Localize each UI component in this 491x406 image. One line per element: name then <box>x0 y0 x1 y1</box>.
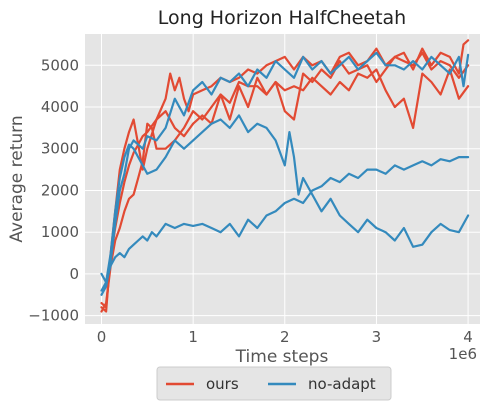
x-axis-offset-label: 1e6 <box>449 345 477 363</box>
ours-series-line-1 <box>100 39 470 313</box>
y-tick-label: 1000 <box>41 223 79 241</box>
legend: ours no-adapt <box>156 366 392 401</box>
no-adapt-series-line-3 <box>100 156 470 284</box>
x-axis-label: Time steps <box>235 347 329 367</box>
y-tick-label: −1000 <box>28 307 79 325</box>
y-tick-label: 2000 <box>41 181 79 199</box>
tick-labels: 0 1 2 3 4 −1000 0 1000 2000 3000 4000 5000 <box>28 56 473 346</box>
y-tick-label: 4000 <box>41 98 79 116</box>
x-tick-label: 1 <box>188 328 198 346</box>
x-tick-label: 0 <box>97 328 107 346</box>
no-adapt-series-line-2 <box>100 114 470 292</box>
plot-background <box>85 34 480 324</box>
legend-label-ours: ours <box>206 375 239 393</box>
ours-series-line-2 <box>100 68 470 309</box>
y-tick-label: 3000 <box>41 140 79 158</box>
series-lines <box>100 39 470 313</box>
y-axis-label: Average return <box>7 115 27 242</box>
ours-series-line-3 <box>100 51 470 313</box>
legend-label-no-adapt: no-adapt <box>308 375 376 393</box>
chart-title: Long Horizon HalfCheetah <box>158 7 406 29</box>
y-tick-label: 0 <box>69 265 79 283</box>
y-tick-label: 5000 <box>41 56 79 74</box>
x-tick-label: 4 <box>463 328 473 346</box>
x-tick-label: 3 <box>372 328 382 346</box>
no-adapt-series-line-1 <box>100 51 470 296</box>
x-tick-label: 2 <box>280 328 290 346</box>
